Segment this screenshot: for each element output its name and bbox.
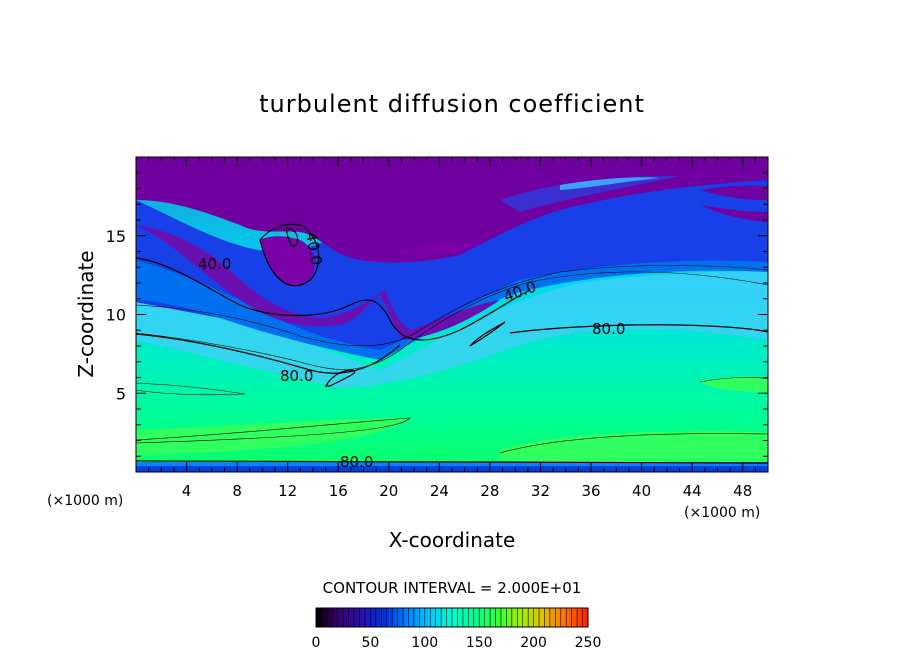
x-tick-label: 20 <box>379 482 398 500</box>
x-tick-label: 4 <box>182 482 192 500</box>
x-unit-right: (×1000 m) <box>684 505 760 521</box>
x-tick-label: 12 <box>278 482 297 500</box>
y-axis: 5 10 15 <box>106 172 768 457</box>
y-axis-label: Z-coordinate <box>74 250 98 377</box>
x-unit-left: (×1000 m) <box>47 493 123 509</box>
colorbar-tick-label: 0 <box>312 635 321 651</box>
colorbar-tick-label: 150 <box>466 635 493 651</box>
x-tick-label: 40 <box>632 482 651 500</box>
y-tick-label: 15 <box>106 227 126 246</box>
x-tick-label: 48 <box>733 482 752 500</box>
contour-interval: CONTOUR INTERVAL = 2.000E+01 <box>323 579 582 597</box>
colorbar-tick-label: 50 <box>361 635 379 651</box>
colorbar-tick-label: 200 <box>520 635 547 651</box>
x-tick-label: 8 <box>232 482 242 500</box>
y-tick-label: 5 <box>116 384 126 403</box>
contour-label: 80.0 <box>280 367 313 385</box>
colorbar <box>315 607 589 628</box>
x-tick-label: 16 <box>329 482 348 500</box>
x-tick-label: 28 <box>480 482 499 500</box>
x-axis-label: X-coordinate <box>389 528 516 552</box>
x-axis: 4 8 12 16 20 24 28 32 36 40 44 48 <box>148 157 756 500</box>
colorbar-tick-label: 100 <box>411 635 438 651</box>
contour-field <box>136 157 768 472</box>
y-tick-label: 10 <box>106 306 126 325</box>
x-tick-label: 44 <box>683 482 702 500</box>
colorbar-tick-label: 250 <box>575 635 602 651</box>
chart-title: turbulent diffusion coefficient <box>259 90 645 118</box>
contour-label: 80.0 <box>340 453 373 471</box>
x-tick-label: 36 <box>581 482 600 500</box>
contour-label: 40.0 <box>198 255 231 273</box>
contour-label: 80.0 <box>592 320 625 338</box>
colorbar-ticks: 0 50 100 150 200 250 <box>312 635 602 651</box>
x-tick-label: 24 <box>430 482 449 500</box>
x-tick-label: 32 <box>531 482 550 500</box>
contour-label: 40.0 <box>302 231 326 267</box>
